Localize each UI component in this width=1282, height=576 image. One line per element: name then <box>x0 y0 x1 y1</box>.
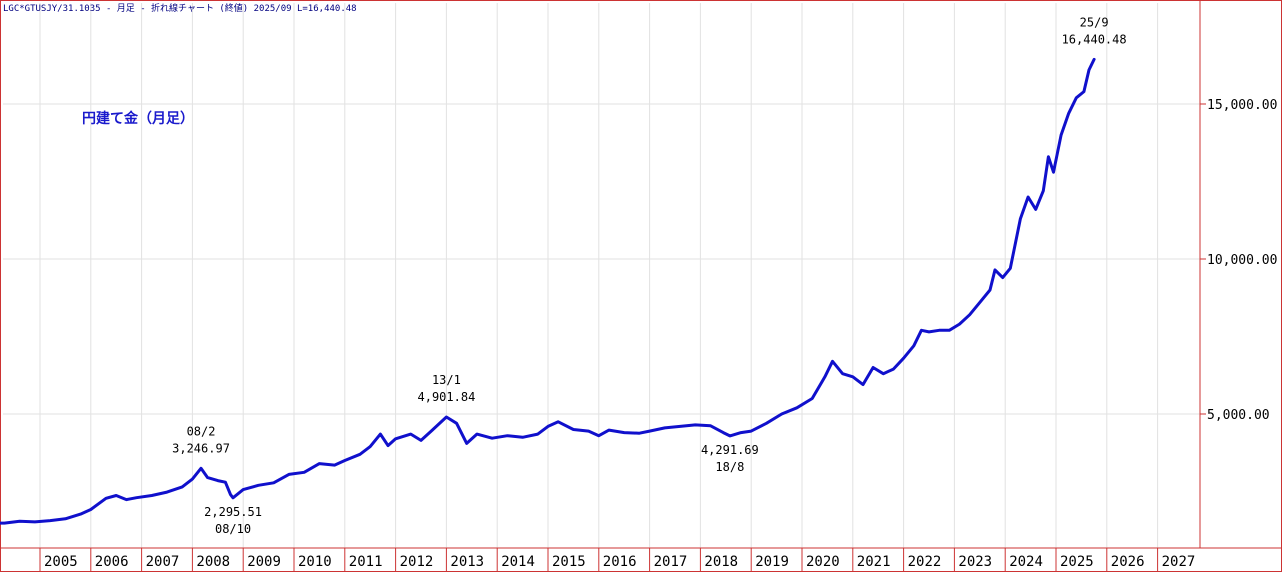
header-text: LGC*GTUSJY/31.1035 - 月足 - 折れ線チャート (終値) 2… <box>3 2 357 14</box>
x-tick-label: 2023 <box>958 554 992 570</box>
x-tick-label: 2015 <box>552 554 586 570</box>
series-layer <box>0 57 1096 525</box>
x-tick-label: 2017 <box>654 554 688 570</box>
x-tick-label: 2006 <box>95 554 129 570</box>
labels: 2005 2006 2007 2008 2009 2010 2011 2012 2013 2014… <box>44 15 1277 570</box>
annotation-line2: 18/8 <box>715 460 744 474</box>
x-tick-label: 2022 <box>908 554 942 570</box>
annotation-line2: 3,246.97 <box>172 441 230 455</box>
x-tick-label: 2016 <box>603 554 637 570</box>
x-tick-label: 2024 <box>1009 554 1043 570</box>
x-tick-label: 2014 <box>501 554 535 570</box>
chart-title: 円建て金（月足） <box>82 110 194 127</box>
annotation-line1: 4,291.69 <box>701 443 759 457</box>
price-line <box>0 57 1096 525</box>
x-tick-label: 2021 <box>857 554 891 570</box>
annotation-line2: 08/10 <box>215 522 251 536</box>
x-tick-label: 2018 <box>704 554 738 570</box>
x-tick-label: 2019 <box>755 554 789 570</box>
annotation-line1: 25/9 <box>1080 15 1109 29</box>
x-tick-label: 2010 <box>298 554 332 570</box>
y-tick-label: 15,000.00 <box>1207 98 1277 113</box>
annotation-line2: 16,440.48 <box>1062 32 1127 46</box>
x-tick-label: 2020 <box>806 554 840 570</box>
x-tick-label: 2007 <box>146 554 180 570</box>
annotation-line1: 2,295.51 <box>204 505 262 519</box>
x-tick-label: 2026 <box>1111 554 1145 570</box>
y-tick-label: 10,000.00 <box>1207 253 1277 268</box>
annotation-line2: 4,901.84 <box>418 390 476 404</box>
y-tick-label: 5,000.00 <box>1207 408 1270 423</box>
annotation-line1: 08/2 <box>187 424 216 438</box>
x-tick-label: 2013 <box>450 554 484 570</box>
x-tick-label: 2009 <box>247 554 281 570</box>
x-tick-label: 2005 <box>44 554 78 570</box>
x-tick-label: 2025 <box>1060 554 1094 570</box>
x-tick-label: 2008 <box>196 554 230 570</box>
annotation-line1: 13/1 <box>432 373 461 387</box>
x-tick-label: 2012 <box>400 554 434 570</box>
x-tick-label: 2027 <box>1162 554 1196 570</box>
grid-lines <box>3 3 1200 548</box>
x-tick-label: 2011 <box>349 554 383 570</box>
